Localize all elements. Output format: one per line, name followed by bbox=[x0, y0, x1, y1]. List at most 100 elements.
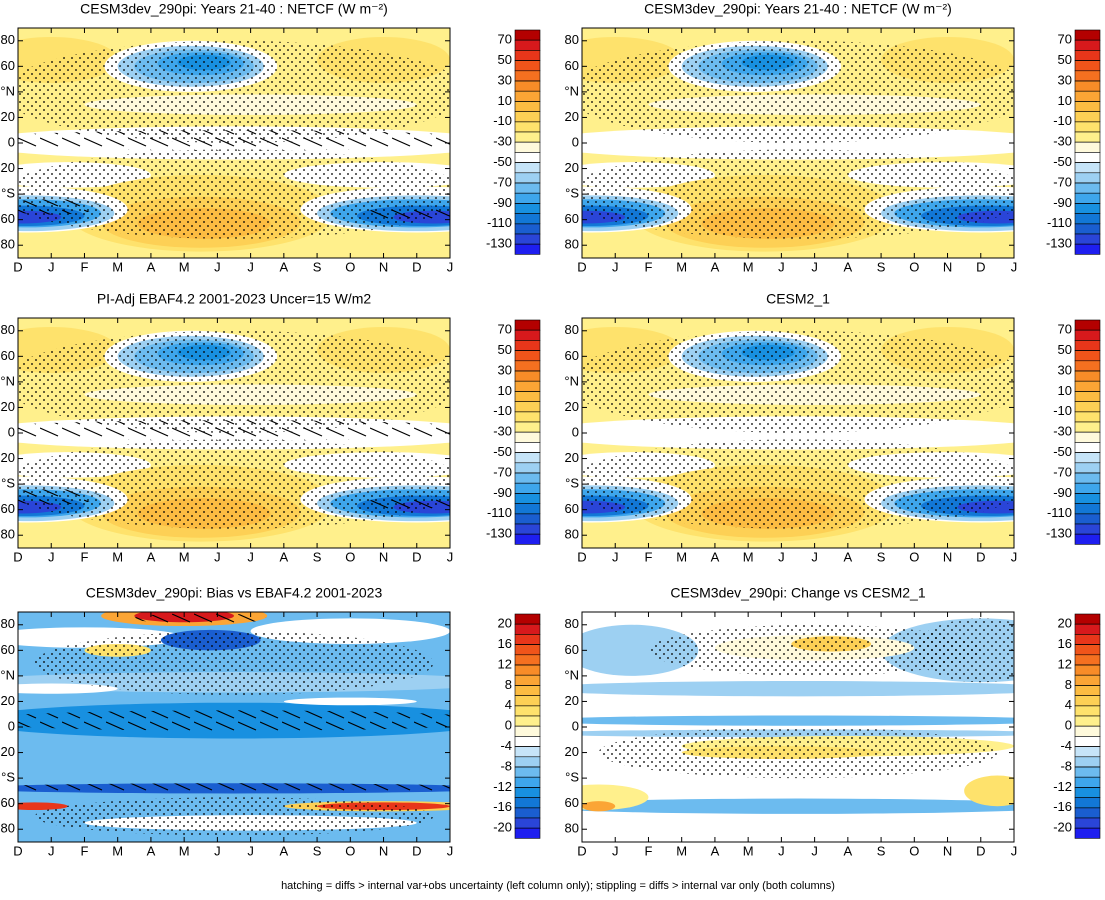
colorbar-label: -20 bbox=[1053, 820, 1072, 835]
x-tick-label: M bbox=[743, 549, 754, 564]
colorbar-label: -4 bbox=[1060, 738, 1072, 753]
colorbar-box bbox=[1074, 513, 1101, 525]
colorbar-box bbox=[1074, 421, 1101, 433]
x-tick-label: F bbox=[644, 843, 652, 858]
x-tick-label: D bbox=[13, 843, 22, 858]
x-tick-label: M bbox=[676, 549, 687, 564]
colorbar-box bbox=[1074, 162, 1101, 174]
colorbar-box bbox=[514, 664, 541, 676]
x-tick-label: A bbox=[280, 843, 289, 858]
colorbar-box bbox=[514, 797, 541, 809]
colorbar-box bbox=[1074, 131, 1101, 143]
colorbar-box bbox=[1074, 472, 1101, 484]
colorbar-label: 70 bbox=[498, 32, 512, 47]
colorbar-label: 8 bbox=[505, 677, 512, 692]
colorbar-box bbox=[1074, 141, 1101, 153]
y-tick-label: 60 bbox=[1, 348, 15, 363]
y-tick-label: °N bbox=[0, 373, 15, 388]
colorbar-box bbox=[1074, 746, 1101, 758]
x-tick-label: S bbox=[877, 843, 886, 858]
field-contour bbox=[964, 775, 1014, 807]
y-tick-label: 60 bbox=[1, 642, 15, 657]
x-tick-label: J bbox=[214, 843, 221, 858]
colorbar-label: -8 bbox=[1060, 758, 1072, 773]
colorbar-box bbox=[514, 411, 541, 423]
y-tick-label: 0 bbox=[572, 424, 579, 439]
colorbar-box bbox=[1074, 101, 1101, 112]
colorbar-box bbox=[1074, 203, 1101, 214]
colorbar-box bbox=[1074, 431, 1101, 443]
x-tick-label: J bbox=[48, 843, 55, 858]
colorbar-box bbox=[1074, 452, 1101, 464]
y-tick-label: 80 bbox=[1, 527, 15, 542]
colorbar-box bbox=[1074, 233, 1101, 245]
y-tick-label: 80 bbox=[565, 527, 579, 542]
colorbar-label: 50 bbox=[1058, 52, 1072, 67]
colorbar-box bbox=[1074, 111, 1101, 123]
colorbar-label: 4 bbox=[505, 697, 512, 712]
y-tick-label: 20 bbox=[565, 109, 579, 124]
stippling bbox=[18, 40, 450, 143]
hatching bbox=[18, 710, 450, 731]
colorbar-box bbox=[1074, 695, 1101, 707]
x-tick-label: J bbox=[778, 843, 785, 858]
colorbar-box bbox=[514, 39, 541, 51]
colorbar-label: -130 bbox=[486, 526, 512, 541]
y-tick-label: 60 bbox=[565, 642, 579, 657]
colorbar-box bbox=[514, 391, 541, 402]
colorbar-label: 70 bbox=[498, 322, 512, 337]
y-tick-label: 20 bbox=[565, 693, 579, 708]
y-tick-label: 80 bbox=[1, 237, 15, 252]
colorbar-label: -70 bbox=[1053, 464, 1072, 479]
colorbar-box bbox=[514, 725, 541, 737]
colorbar-box bbox=[1074, 182, 1101, 194]
colorbar-box bbox=[514, 233, 541, 245]
x-tick-label: A bbox=[147, 259, 156, 274]
x-tick-label: J bbox=[612, 843, 619, 858]
colorbar-box bbox=[514, 431, 541, 443]
colorbar-box bbox=[514, 533, 541, 545]
colorbar-box bbox=[1074, 644, 1101, 656]
y-tick-label: 20 bbox=[565, 160, 579, 175]
colorbar-label: -110 bbox=[487, 215, 512, 230]
y-tick-label: °N bbox=[564, 83, 579, 98]
colorbar-label: -4 bbox=[500, 738, 512, 753]
colorbar-box bbox=[1074, 121, 1101, 133]
x-tick-label: J bbox=[48, 259, 55, 274]
y-tick-label: 80 bbox=[1, 32, 15, 47]
colorbar-label: -30 bbox=[493, 424, 512, 439]
colorbar-box bbox=[1074, 523, 1101, 535]
field-contour bbox=[283, 697, 417, 706]
colorbar-label: 16 bbox=[1058, 636, 1072, 651]
hatching bbox=[366, 205, 450, 221]
y-tick-label: 20 bbox=[1, 744, 15, 759]
x-tick-label: A bbox=[711, 843, 720, 858]
colorbar-box bbox=[514, 203, 541, 214]
hatching bbox=[134, 613, 268, 624]
x-tick-label: N bbox=[943, 259, 952, 274]
colorbar-label: -130 bbox=[1046, 236, 1072, 251]
colorbar-box bbox=[1074, 827, 1101, 839]
x-tick-label: O bbox=[909, 843, 919, 858]
colorbar-box bbox=[1074, 613, 1101, 625]
colorbar-box bbox=[1074, 401, 1101, 413]
colorbar-label: -8 bbox=[500, 758, 512, 773]
colorbar-box bbox=[1074, 482, 1101, 494]
colorbar-box bbox=[514, 182, 541, 194]
colorbar-box bbox=[1074, 493, 1101, 504]
hatching bbox=[18, 130, 450, 151]
hatching bbox=[18, 199, 102, 215]
y-tick-label: 0 bbox=[572, 134, 579, 149]
colorbar-box bbox=[514, 360, 541, 372]
plot-area bbox=[582, 28, 1014, 258]
y-tick-label: °S bbox=[565, 186, 579, 201]
colorbar-box bbox=[514, 319, 541, 331]
colorbar-box bbox=[514, 613, 541, 625]
y-tick-label: 80 bbox=[1, 322, 15, 337]
x-tick-label: J bbox=[247, 549, 254, 564]
x-tick-label: F bbox=[644, 259, 652, 274]
colorbar-label: -110 bbox=[1047, 505, 1072, 520]
colorbar-label: -110 bbox=[1047, 215, 1072, 230]
colorbar-box bbox=[1074, 623, 1101, 635]
y-tick-label: 80 bbox=[565, 821, 579, 836]
